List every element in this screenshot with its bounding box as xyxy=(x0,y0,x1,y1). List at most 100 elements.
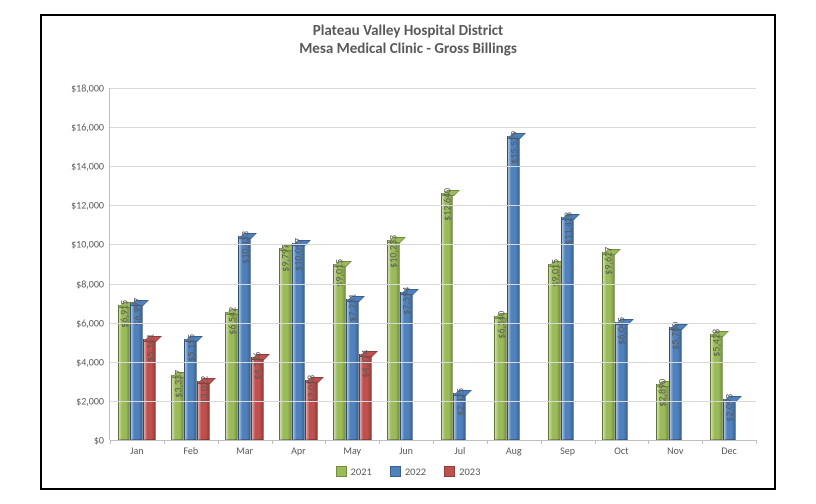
bar-2022-Oct: $6,045 xyxy=(615,322,628,440)
legend-label: 2022 xyxy=(405,465,426,478)
chart-title: Plateau Valley Hospital District Mesa Me… xyxy=(42,16,774,59)
y-axis-label: $2,000 xyxy=(76,394,110,407)
x-axis-label: Sep xyxy=(560,440,575,457)
gridline xyxy=(110,323,756,324)
legend-item-2023: 2023 xyxy=(444,464,480,478)
data-label: $5,780 xyxy=(669,322,682,350)
bar-2021-Jul: $12,640 xyxy=(441,193,454,440)
x-axis-label: Aug xyxy=(506,440,522,457)
x-axis-label: Dec xyxy=(721,440,736,457)
y-axis-label: $10,000 xyxy=(71,238,110,251)
data-label: $3,058 xyxy=(305,375,318,403)
legend-item-2022: 2022 xyxy=(390,464,426,478)
bar-2021-Jan: $6,915 xyxy=(118,305,131,440)
x-axis-label: Oct xyxy=(614,440,628,457)
bar-2023-Apr: $3,058 xyxy=(305,380,318,440)
legend-swatch xyxy=(444,466,455,477)
data-label: $9,015 xyxy=(548,259,561,287)
gridline xyxy=(110,284,756,285)
gridline xyxy=(110,362,756,363)
bar-2022-Jan: $6,997 xyxy=(130,303,143,440)
legend: 2021 2022 2023 xyxy=(42,464,774,478)
data-label: $5,161 xyxy=(143,334,156,362)
bar-2022-Aug: $15,529 xyxy=(507,136,520,440)
bar-2021-Sep: $9,015 xyxy=(548,264,561,440)
data-label: $10,433 xyxy=(238,231,251,264)
bar-2021-Mar: $6,542 xyxy=(225,312,238,440)
bar-2022-Dec: $2,093 xyxy=(723,399,736,440)
data-label: $3,022 xyxy=(197,376,210,404)
gridline xyxy=(110,205,756,206)
legend-label: 2021 xyxy=(351,465,372,478)
bar-2022-May: $7,231 xyxy=(346,299,359,440)
data-label: $7,231 xyxy=(346,294,359,322)
bar-2023-Feb: $3,022 xyxy=(197,381,210,440)
data-label: $6,542 xyxy=(225,307,238,335)
x-axis-label: Jan xyxy=(130,440,143,457)
data-label: $7,594 xyxy=(400,287,413,315)
data-label: $2,890 xyxy=(656,379,669,407)
data-label: $12,640 xyxy=(440,188,453,221)
data-label: $3,337 xyxy=(171,370,184,398)
bar-2022-Apr: $10,097 xyxy=(292,243,305,440)
y-axis-label: $16,000 xyxy=(71,121,110,134)
x-axis-label: Apr xyxy=(291,440,306,457)
x-axis-label: Mar xyxy=(236,440,253,457)
x-axis-label: May xyxy=(343,440,361,457)
bar-2021-Aug: $6,340 xyxy=(494,316,507,440)
bar-2021-Oct: $9,627 xyxy=(602,252,615,440)
gridline xyxy=(110,127,756,128)
bar-2022-Jun: $7,594 xyxy=(400,292,413,441)
bar-2023-Mar: $4,236 xyxy=(251,357,264,440)
x-axis-label: Jul xyxy=(455,440,466,457)
y-axis-label: $4,000 xyxy=(76,355,110,368)
data-label: $9,627 xyxy=(602,247,615,275)
legend-swatch xyxy=(390,466,401,477)
y-axis-label: $6,000 xyxy=(76,316,110,329)
bar-2021-Nov: $2,890 xyxy=(656,384,669,441)
bar-2023-Jan: $5,161 xyxy=(143,339,156,440)
data-label: $9,797 xyxy=(279,243,292,271)
gridline xyxy=(110,88,756,89)
legend-swatch xyxy=(336,466,347,477)
bar-2023-May: $4,374 xyxy=(359,354,372,440)
data-label: $10,233 xyxy=(387,235,400,268)
legend-item-2021: 2021 xyxy=(336,464,372,478)
data-label: $9,015 xyxy=(333,259,346,287)
x-axis-label: Jun xyxy=(399,440,413,457)
plot-area: $6,915$6,997$5,161 $3,337$5,155$3,022 $6,5… xyxy=(110,88,756,440)
x-axis-label: Nov xyxy=(667,440,683,457)
title-line-2: Mesa Medical Clinic - Gross Billings xyxy=(42,40,774,58)
gridline xyxy=(110,166,756,167)
bar-2022-Sep: $11,428 xyxy=(561,217,574,440)
data-label: $11,428 xyxy=(561,212,574,245)
gridline xyxy=(110,401,756,402)
title-line-1: Plateau Valley Hospital District xyxy=(42,22,774,40)
data-label: $4,236 xyxy=(251,352,264,380)
bar-2021-Apr: $9,797 xyxy=(279,248,292,440)
data-label: $6,340 xyxy=(494,311,507,339)
y-axis-label: $12,000 xyxy=(71,199,110,212)
data-label: $10,097 xyxy=(292,238,305,271)
legend-label: 2023 xyxy=(459,465,480,478)
bar-2021-Feb: $3,337 xyxy=(171,375,184,440)
y-axis-label: $18,000 xyxy=(71,82,110,95)
bars-layer: $6,915$6,997$5,161 $3,337$5,155$3,022 $6,5… xyxy=(110,88,756,440)
bar-2021-Jun: $10,233 xyxy=(387,240,400,440)
bar-2021-May: $9,015 xyxy=(333,264,346,440)
y-axis-label: $14,000 xyxy=(71,160,110,173)
data-label: $4,374 xyxy=(359,349,372,377)
bar-2022-Jul: $2,425 xyxy=(453,393,466,440)
data-label: $6,045 xyxy=(615,317,628,345)
y-axis-label: $8,000 xyxy=(76,277,110,290)
data-label: $2,093 xyxy=(723,394,736,422)
data-label: $15,529 xyxy=(507,131,520,164)
bar-2022-Mar: $10,433 xyxy=(238,236,251,440)
x-axis-label: Feb xyxy=(183,440,198,457)
chart-frame: Plateau Valley Hospital District Mesa Me… xyxy=(40,14,776,490)
y-axis-label: $0 xyxy=(94,434,110,447)
bar-2022-Feb: $5,155 xyxy=(184,339,197,440)
gridline xyxy=(110,244,756,245)
bar-2021-Dec: $5,428 xyxy=(710,334,723,440)
data-label: $5,428 xyxy=(710,329,723,357)
